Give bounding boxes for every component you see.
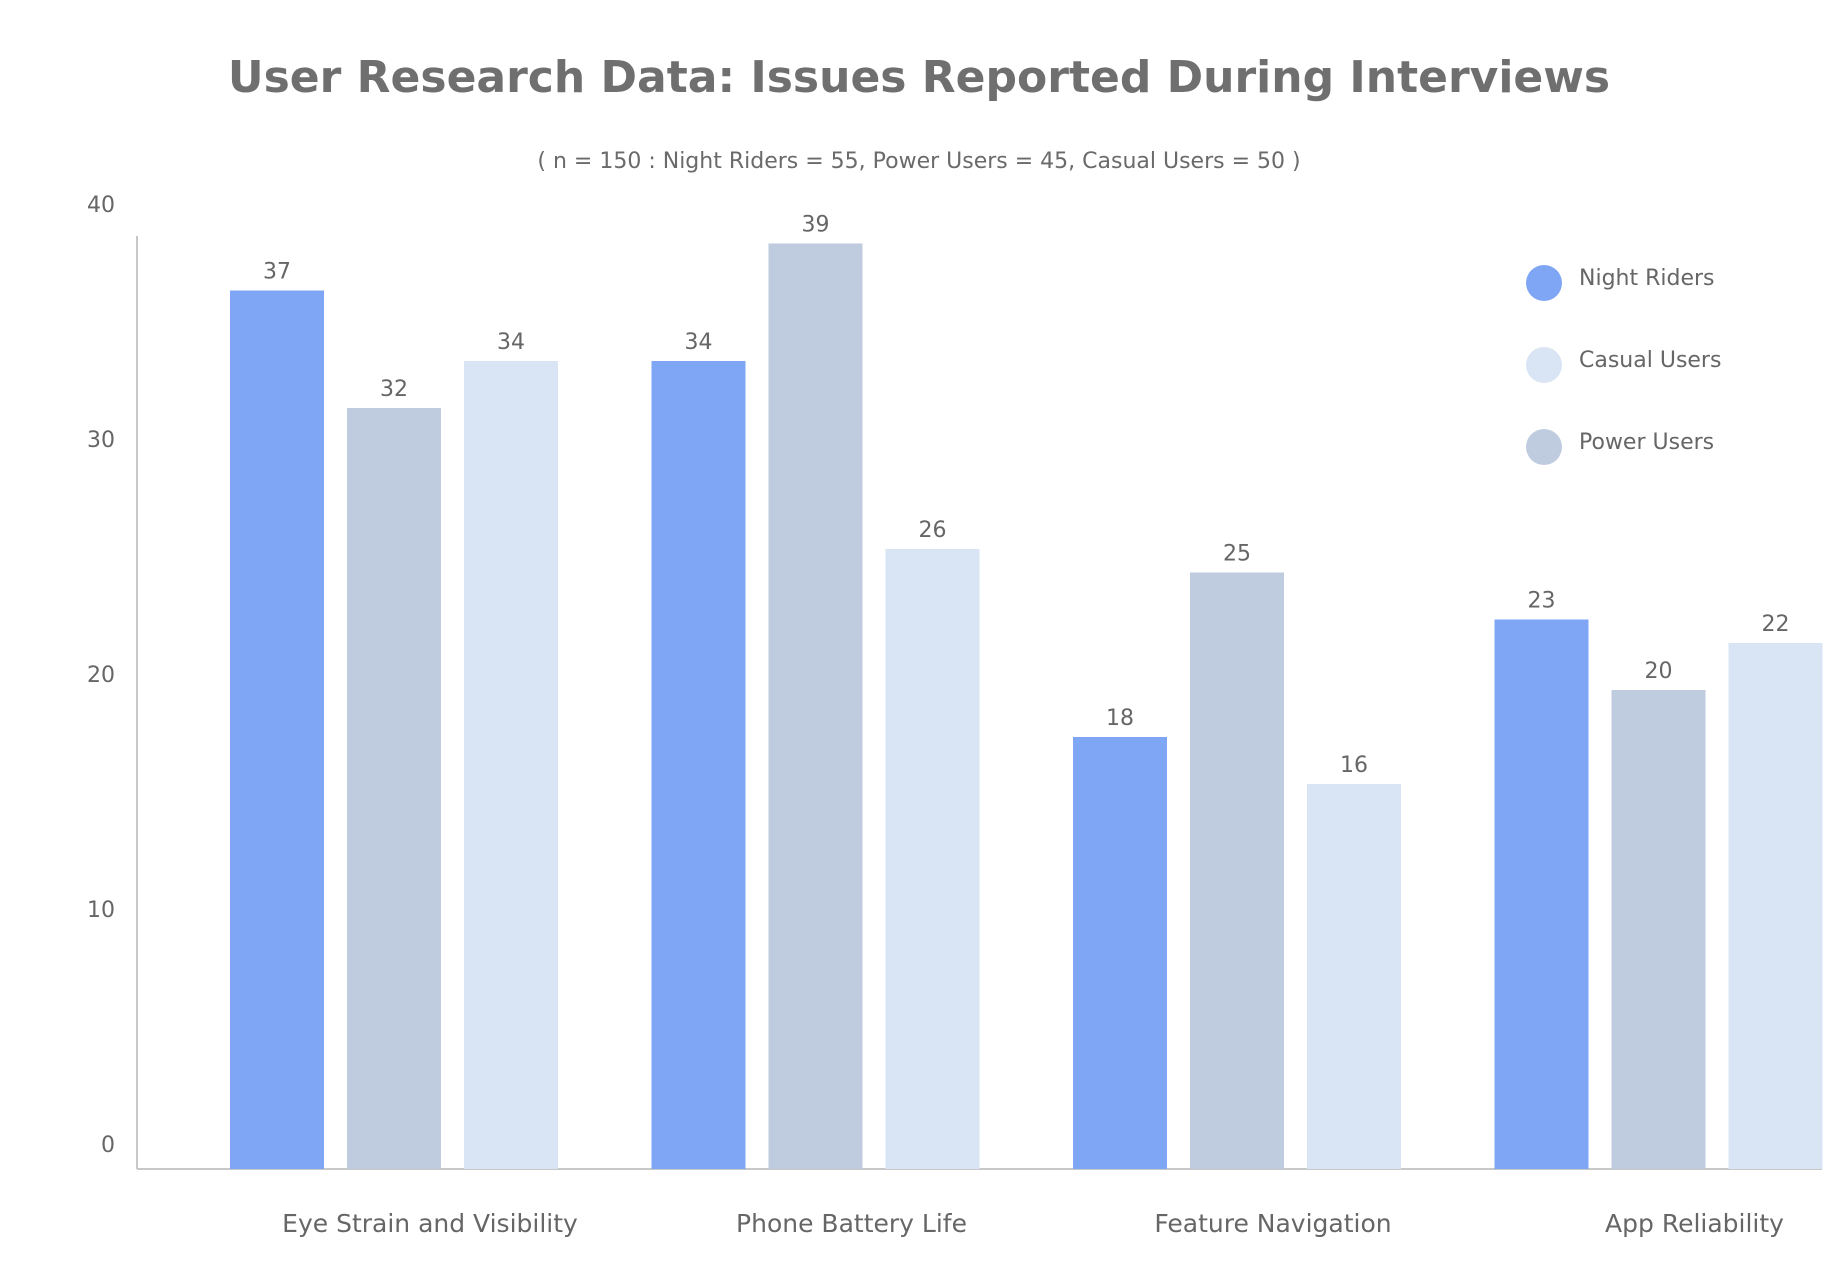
chart-title: User Research Data: Issues Reported Duri… (228, 52, 1610, 103)
data-label: 37 (263, 260, 291, 285)
y-tick-label: 40 (87, 193, 115, 218)
bar-power-users-app-reliability (1611, 690, 1706, 1169)
data-label: 34 (497, 330, 525, 355)
bar-night-riders-feature-navigation (1073, 737, 1167, 1169)
data-label: 20 (1645, 659, 1673, 684)
data-label: 34 (685, 330, 713, 355)
bar-night-riders-eye-strain-and-visibility (230, 290, 324, 1169)
legend-label-casual-users: Casual Users (1579, 348, 1721, 373)
bar-casual-users-phone-battery-life (885, 549, 980, 1169)
legend-label-night-riders: Night Riders (1579, 266, 1715, 291)
chart-subtitle: ( n = 150 : Night Riders = 55, Power Use… (537, 149, 1300, 174)
bar-night-riders-phone-battery-life (651, 361, 746, 1169)
bar-power-users-eye-strain-and-visibility (347, 408, 441, 1169)
legend-swatch-casual-users (1526, 347, 1562, 383)
bar-power-users-phone-battery-life (768, 243, 863, 1169)
data-label: 39 (802, 213, 830, 238)
bar-night-riders-app-reliability (1494, 619, 1589, 1169)
x-category-label: Eye Strain and Visibility (282, 1209, 578, 1238)
y-tick-label: 20 (87, 663, 115, 688)
bar-casual-users-eye-strain-and-visibility (464, 361, 558, 1169)
bar-casual-users-feature-navigation (1307, 784, 1401, 1169)
legend-swatch-night-riders (1526, 265, 1562, 301)
data-label: 22 (1762, 612, 1790, 637)
data-label: 32 (380, 377, 408, 402)
x-category-label: App Reliability (1605, 1209, 1784, 1238)
x-category-label: Phone Battery Life (736, 1209, 967, 1238)
data-label: 26 (919, 518, 947, 543)
y-tick-label: 10 (87, 898, 115, 923)
x-category-label: Feature Navigation (1154, 1209, 1391, 1238)
bar-power-users-feature-navigation (1190, 572, 1284, 1169)
plot-area: 0 10 20 30 40 37 32 34 Eye Strain and Visibility… (87, 193, 1823, 1238)
legend-swatch-power-users (1526, 429, 1562, 465)
data-label: 23 (1528, 589, 1556, 614)
data-label: 16 (1340, 753, 1368, 778)
y-tick-label: 30 (87, 428, 115, 453)
data-label: 18 (1106, 706, 1134, 731)
legend-label-power-users: Power Users (1579, 430, 1714, 455)
bar-casual-users-app-reliability (1728, 643, 1823, 1169)
y-tick-label: 0 (101, 1133, 115, 1158)
data-label: 25 (1223, 542, 1251, 567)
